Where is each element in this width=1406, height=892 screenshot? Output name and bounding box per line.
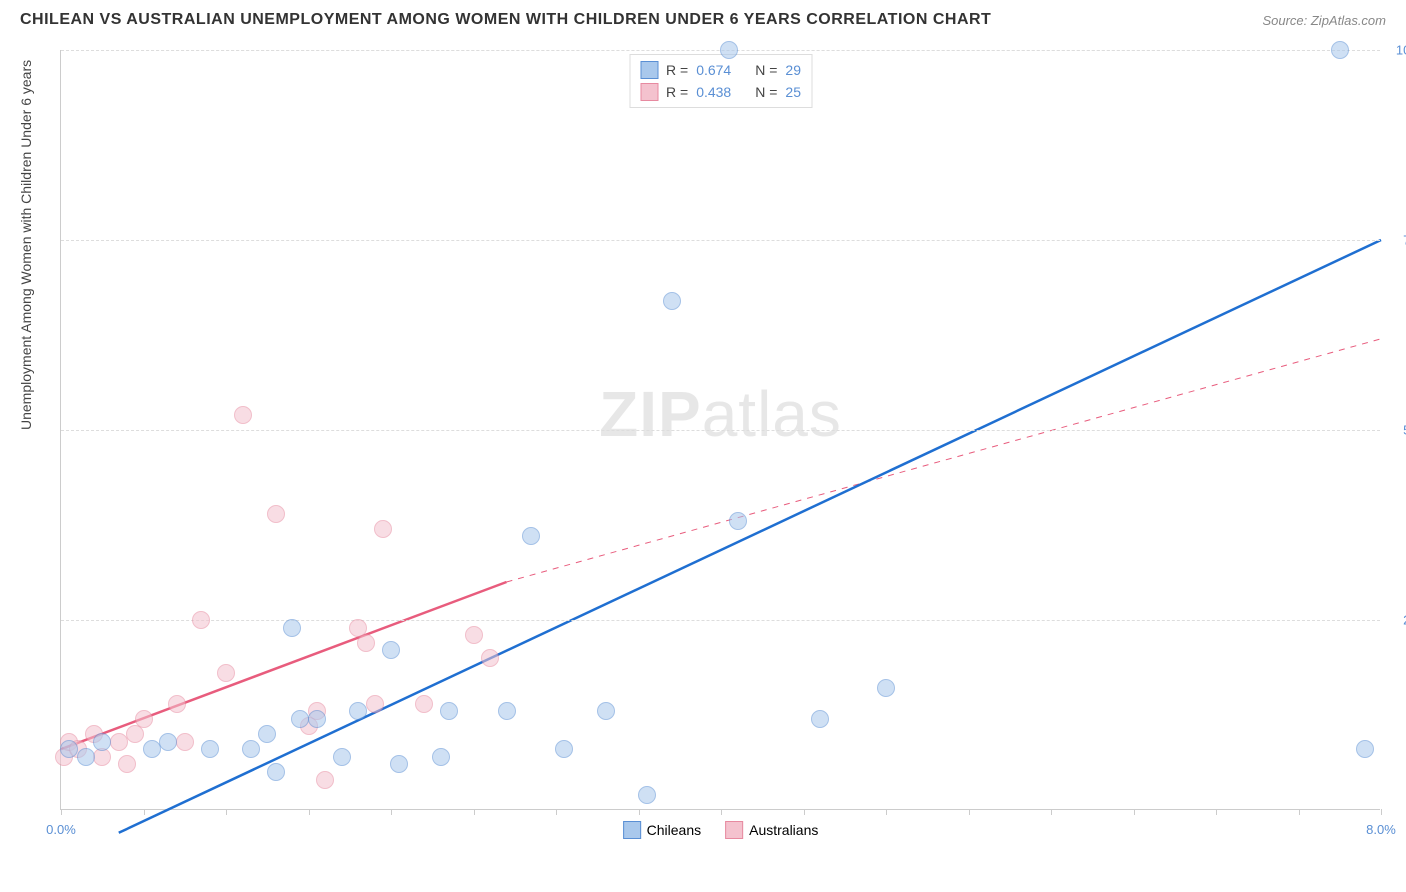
x-tick xyxy=(1216,809,1217,815)
source-label: Source: ZipAtlas.com xyxy=(1262,13,1386,28)
point-chilean xyxy=(811,710,829,728)
x-tick xyxy=(474,809,475,815)
n-value-chileans: 29 xyxy=(785,62,801,78)
point-australian xyxy=(267,505,285,523)
series-legend: Chileans Australians xyxy=(623,821,819,839)
point-chilean xyxy=(93,733,111,751)
point-australian xyxy=(465,626,483,644)
x-tick xyxy=(61,809,62,815)
y-tick-label: 50.0% xyxy=(1385,423,1406,438)
point-australian xyxy=(110,733,128,751)
x-tick xyxy=(886,809,887,815)
point-australian xyxy=(217,664,235,682)
x-tick-label: 8.0% xyxy=(1366,822,1396,837)
r-value-chileans: 0.674 xyxy=(696,62,731,78)
x-tick xyxy=(556,809,557,815)
legend-item-chileans: Chileans xyxy=(623,821,701,839)
point-australian xyxy=(192,611,210,629)
x-tick xyxy=(1299,809,1300,815)
point-chilean xyxy=(258,725,276,743)
point-australian xyxy=(374,520,392,538)
point-chilean xyxy=(333,748,351,766)
stats-row-australians: R = 0.438 N = 25 xyxy=(640,81,801,103)
title-bar: CHILEAN VS AUSTRALIAN UNEMPLOYMENT AMONG… xyxy=(0,0,1406,40)
point-chilean xyxy=(349,702,367,720)
point-chilean xyxy=(597,702,615,720)
point-chilean xyxy=(159,733,177,751)
x-tick xyxy=(1134,809,1135,815)
point-australian xyxy=(118,755,136,773)
swatch-australians xyxy=(640,83,658,101)
point-chilean xyxy=(729,512,747,530)
chart-title: CHILEAN VS AUSTRALIAN UNEMPLOYMENT AMONG… xyxy=(20,11,991,29)
gridline xyxy=(61,240,1380,241)
point-chilean xyxy=(432,748,450,766)
x-tick xyxy=(969,809,970,815)
point-chilean xyxy=(283,619,301,637)
point-chilean xyxy=(877,679,895,697)
point-australian xyxy=(176,733,194,751)
point-chilean xyxy=(390,755,408,773)
point-chilean xyxy=(242,740,260,758)
x-tick xyxy=(721,809,722,815)
point-chilean xyxy=(1331,41,1349,59)
point-chilean xyxy=(720,41,738,59)
stats-row-chileans: R = 0.674 N = 29 xyxy=(640,59,801,81)
point-australian xyxy=(366,695,384,713)
r-value-australians: 0.438 xyxy=(696,84,731,100)
point-australian xyxy=(234,406,252,424)
point-chilean xyxy=(77,748,95,766)
point-chilean xyxy=(663,292,681,310)
point-chilean xyxy=(291,710,309,728)
x-tick xyxy=(804,809,805,815)
x-tick xyxy=(1381,809,1382,815)
gridline xyxy=(61,620,1380,621)
swatch-chileans xyxy=(640,61,658,79)
point-chilean xyxy=(382,641,400,659)
point-australian xyxy=(316,771,334,789)
point-chilean xyxy=(1356,740,1374,758)
point-chilean xyxy=(308,710,326,728)
y-axis-label: Unemployment Among Women with Children U… xyxy=(18,60,34,430)
x-tick xyxy=(391,809,392,815)
x-tick xyxy=(309,809,310,815)
x-tick xyxy=(144,809,145,815)
point-chilean xyxy=(440,702,458,720)
swatch-chileans-legend xyxy=(623,821,641,839)
point-chilean xyxy=(143,740,161,758)
y-tick-label: 75.0% xyxy=(1385,233,1406,248)
plot-area: ZIPatlas R = 0.674 N = 29 R = 0.438 N = … xyxy=(60,50,1380,810)
point-chilean xyxy=(201,740,219,758)
point-chilean xyxy=(638,786,656,804)
point-chilean xyxy=(522,527,540,545)
x-tick xyxy=(226,809,227,815)
point-australian xyxy=(415,695,433,713)
swatch-australians-legend xyxy=(725,821,743,839)
x-tick xyxy=(1051,809,1052,815)
point-chilean xyxy=(267,763,285,781)
n-value-australians: 25 xyxy=(785,84,801,100)
x-tick-label: 0.0% xyxy=(46,822,76,837)
point-chilean xyxy=(555,740,573,758)
point-australian xyxy=(481,649,499,667)
y-tick-label: 25.0% xyxy=(1385,613,1406,628)
x-tick xyxy=(639,809,640,815)
legend-item-australians: Australians xyxy=(725,821,818,839)
point-australian xyxy=(357,634,375,652)
point-chilean xyxy=(498,702,516,720)
point-australian xyxy=(135,710,153,728)
point-chilean xyxy=(60,740,78,758)
y-tick-label: 100.0% xyxy=(1385,43,1406,58)
point-australian xyxy=(168,695,186,713)
watermark: ZIPatlas xyxy=(599,377,842,451)
gridline xyxy=(61,430,1380,431)
stats-legend: R = 0.674 N = 29 R = 0.438 N = 25 xyxy=(629,54,812,108)
